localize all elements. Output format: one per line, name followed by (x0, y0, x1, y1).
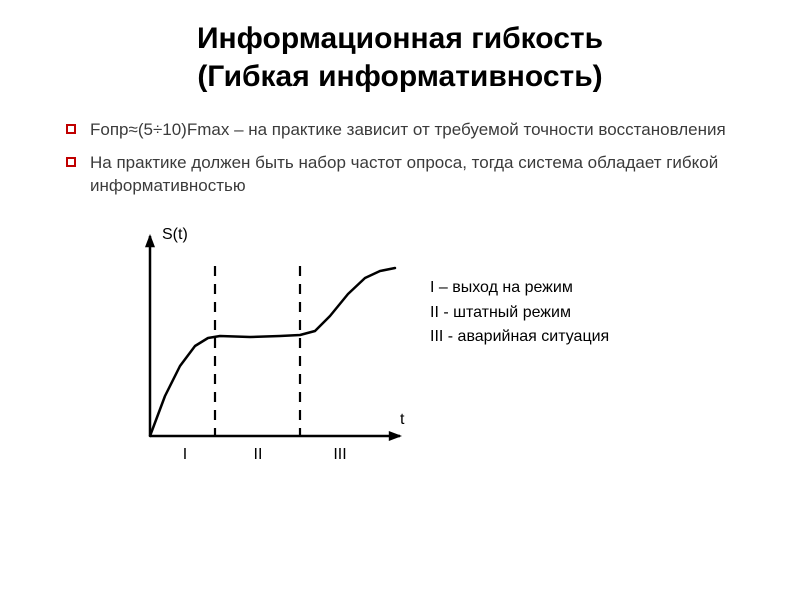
bullet-list: Fопр≈(5÷10)Fmax – на практике зависит от… (40, 119, 730, 198)
x-axis-label: t (400, 411, 404, 429)
region-label-3: III (333, 446, 346, 464)
chart-svg (100, 216, 420, 476)
slide-title: Информационная гибкость (Гибкая информат… (40, 20, 760, 95)
slide: Информационная гибкость (Гибкая информат… (0, 0, 800, 600)
bullet-text: Fопр≈(5÷10)Fmax – на практике зависит от… (90, 120, 726, 139)
y-axis-label: S(t) (162, 226, 188, 244)
chart-legend: I – выход на режим II - штатный режим II… (430, 276, 609, 350)
chart-container: S(t) t I II III I – выход на режим II - … (100, 216, 700, 496)
bullet-text: На практике должен быть набор частот опр… (90, 153, 718, 195)
title-line-2: (Гибкая информативность) (197, 60, 602, 93)
region-label-2: II (254, 446, 263, 464)
bullet-item: Fопр≈(5÷10)Fmax – на практике зависит от… (66, 119, 730, 142)
title-line-1: Информационная гибкость (197, 22, 603, 55)
legend-item: I – выход на режим (430, 276, 609, 301)
legend-item: II - штатный режим (430, 301, 609, 326)
legend-item: III - аварийная ситуация (430, 325, 609, 350)
region-label-1: I (183, 446, 187, 464)
bullet-item: На практике должен быть набор частот опр… (66, 152, 730, 198)
